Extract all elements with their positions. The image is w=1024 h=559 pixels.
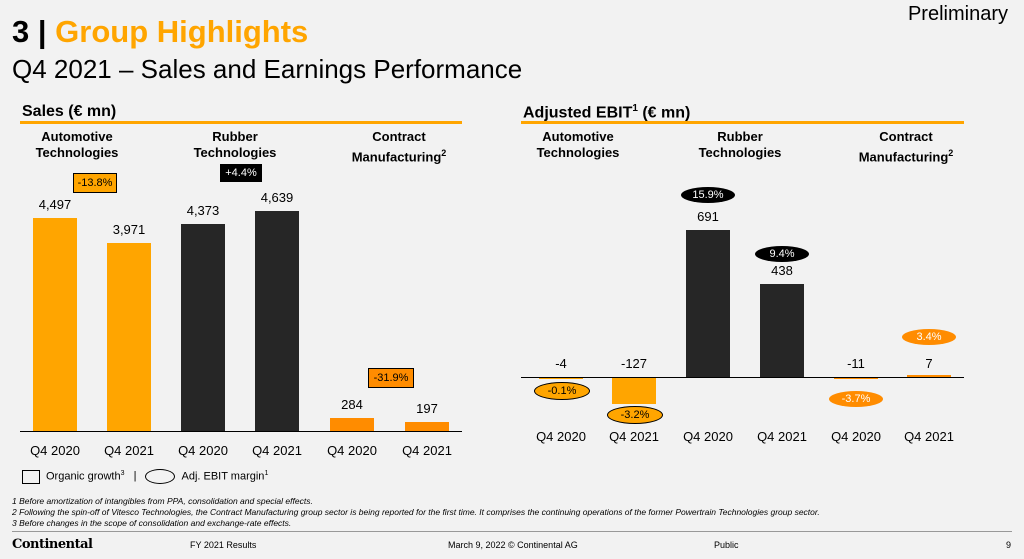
sales-title: Sales (€ mn) <box>22 103 117 120</box>
sales-bar <box>33 217 77 431</box>
sales-value-label: 4,497 <box>38 196 72 212</box>
category-line-2-text: Manufacturing <box>858 149 949 165</box>
footer-date: March 9, 2022 © Continental AG <box>448 540 578 550</box>
sales-title-rule <box>20 121 462 124</box>
category-line-1: Rubber <box>717 129 763 144</box>
ebit-value-label: 438 <box>771 262 793 278</box>
sales-x-label: Q4 2021 <box>252 443 302 458</box>
ebit-value-label: -4 <box>555 356 567 371</box>
ebit-margin-badge: 15.9% <box>681 187 735 203</box>
sales-x-label: Q4 2020 <box>178 443 228 458</box>
sales-category-contract: Contract Manufacturing2 <box>334 129 464 165</box>
footnote-1: 1 Before amortization of intangibles fro… <box>12 496 313 506</box>
sales-bar <box>405 421 449 431</box>
sales-bar <box>107 242 151 431</box>
ebit-title-rule <box>521 121 964 124</box>
organic-growth-legend-label: Organic growth <box>46 470 121 483</box>
sales-value-label: 3,971 <box>112 221 146 237</box>
category-line-1: Automotive <box>542 129 614 144</box>
ebit-bar <box>760 283 804 377</box>
ebit-margin-badge: -0.1% <box>534 382 590 400</box>
legend-divider: | <box>133 470 137 483</box>
organic-growth-badge-automotive: -13.8% <box>73 173 117 193</box>
footer-rule <box>12 531 1012 532</box>
margin-legend-swatch <box>145 469 176 484</box>
section-number: 3 <box>12 14 30 49</box>
footnote-ref: 2 <box>948 148 954 158</box>
footer-page-number: 9 <box>1006 540 1012 550</box>
category-line-1: Contract <box>879 129 933 144</box>
ebit-margin-badge: 3.4% <box>902 329 956 345</box>
sales-value-label: 4,639 <box>260 190 294 205</box>
category-line-2: Technologies <box>193 145 277 160</box>
sales-x-label: Q4 2021 <box>402 443 452 458</box>
sales-bar <box>255 211 299 431</box>
sales-bar <box>330 417 374 431</box>
sales-value-label: 4,373 <box>186 202 220 218</box>
category-line-2: Technologies <box>698 145 782 160</box>
ebit-bar <box>907 375 951 377</box>
category-line-2: Manufacturing2 <box>841 145 971 165</box>
ebit-zero-line <box>521 377 964 378</box>
ebit-title: Adjusted EBIT1 (€ mn) <box>523 103 690 122</box>
footnote-2: 2 Following the spin-off of Vitesco Tech… <box>12 507 820 517</box>
category-line-1: Automotive <box>41 129 113 144</box>
ebit-value-label: -11 <box>847 356 865 371</box>
category-line-1: Rubber <box>212 129 258 144</box>
ebit-x-label: Q4 2020 <box>831 429 881 444</box>
ebit-bar <box>612 377 656 405</box>
footer-doc-title: FY 2021 Results <box>190 540 257 550</box>
continental-logo: Continental <box>12 537 93 552</box>
ebit-value-label: -127 <box>620 356 648 371</box>
margin-legend-label: Adj. EBIT margin <box>181 470 265 483</box>
ebit-margin-badge: -3.7% <box>829 391 883 407</box>
ebit-x-label: Q4 2020 <box>536 429 586 444</box>
ebit-value-label: 7 <box>925 356 933 371</box>
category-line-2: Technologies <box>35 145 119 160</box>
organic-growth-badge-contract: -31.9% <box>368 368 414 388</box>
ebit-category-rubber: Rubber Technologies <box>675 129 805 161</box>
sales-category-rubber: Rubber Technologies <box>170 129 300 161</box>
ebit-category-automotive: Automotive Technologies <box>513 129 643 161</box>
category-line-1: Contract <box>372 129 426 144</box>
sales-x-label: Q4 2020 <box>327 443 377 458</box>
page-subtitle: Q4 2021 – Sales and Earnings Performance <box>12 54 523 84</box>
ebit-x-label: Q4 2021 <box>904 429 954 444</box>
sales-baseline <box>20 431 462 432</box>
title-separator: | <box>29 14 56 49</box>
ebit-title-text: Adjusted EBIT <box>523 104 633 122</box>
footnote-ref: 3 <box>120 469 125 477</box>
category-line-2-text: Manufacturing <box>351 149 442 165</box>
ebit-category-contract: Contract Manufacturing2 <box>841 129 971 165</box>
footnote-ref: 1 <box>264 469 269 477</box>
sales-category-automotive: Automotive Technologies <box>12 129 142 161</box>
ebit-x-label: Q4 2020 <box>683 429 733 444</box>
organic-growth-legend-swatch <box>22 469 40 484</box>
preliminary-label: Preliminary <box>907 3 1008 25</box>
ebit-margin-badge: -3.2% <box>607 406 663 424</box>
page-title: 3 | Group Highlights <box>12 14 308 50</box>
category-line-2: Technologies <box>536 145 620 160</box>
footnote-ref: 2 <box>441 148 447 158</box>
ebit-value-label: 691 <box>697 209 719 224</box>
ebit-bar <box>539 377 583 379</box>
ebit-x-label: Q4 2021 <box>757 429 807 444</box>
ebit-title-unit: (€ mn) <box>637 104 691 122</box>
ebit-bar <box>686 230 730 377</box>
chart-legend: Organic growth3 | Adj. EBIT margin1 <box>22 469 268 484</box>
sales-value-label: 197 <box>416 400 438 416</box>
ebit-bar <box>834 377 878 380</box>
category-line-2: Manufacturing2 <box>334 145 464 165</box>
organic-growth-badge-rubber: +4.4% <box>220 164 262 182</box>
footnote-3: 3 Before changes in the scope of consoli… <box>12 518 292 528</box>
title-text: Group Highlights <box>55 14 309 49</box>
sales-x-label: Q4 2021 <box>104 443 154 458</box>
sales-value-label: 284 <box>341 396 363 412</box>
ebit-x-label: Q4 2021 <box>609 429 659 444</box>
sales-x-label: Q4 2020 <box>30 443 80 458</box>
footnote-ref: 1 <box>632 103 638 114</box>
sales-bar <box>181 223 225 431</box>
footer-classification: Public <box>714 540 739 550</box>
ebit-margin-badge: 9.4% <box>755 246 809 262</box>
